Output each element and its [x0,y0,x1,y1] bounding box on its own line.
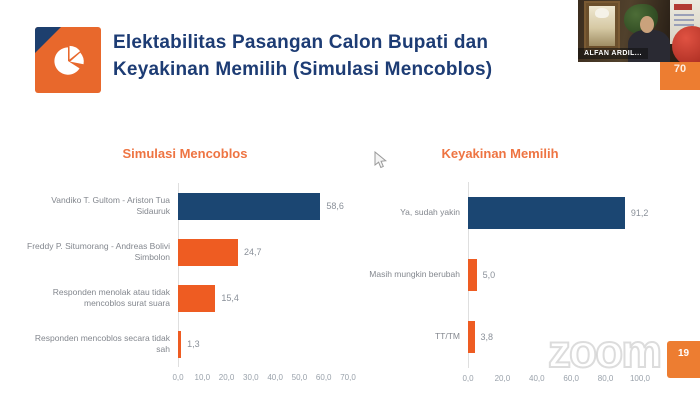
slide-number-badge: 19 [667,341,700,378]
bar [468,321,475,353]
chart-row: Freddy P. Situmorang - Andreas Bolivi Si… [22,229,348,275]
value-label: 1,3 [187,339,200,349]
bar-track: 3,8 [468,306,640,368]
portrait-turban [595,8,609,18]
chart-row: Masih mungkin berubah 5,0 [360,244,640,306]
chart-row: Vandiko T. Gultom - Ariston Tua Sidauruk… [22,183,348,229]
chart-title: Keyakinan Memilih [441,146,559,161]
x-tick-label: 40,0 [267,373,283,382]
page-title-line1: Elektabilitas Pasangan Calon Bupati dan [113,32,489,53]
category-label: Responden menolak atau tidak mencoblos s… [52,286,170,308]
bar [178,192,321,220]
bar-track: 58,6 [178,183,348,229]
value-label: 24,7 [243,247,262,257]
value-label: 3,8 [480,332,494,342]
x-tick-label: 20,0 [218,373,235,382]
zoom-watermark: zoom [547,324,663,378]
chart-simulasi-mencoblos: Simulasi Mencoblos Vandiko T. Gultom - A… [22,138,356,393]
x-tick-label: 80,0 [597,374,614,383]
participant-face [640,16,654,33]
x-tick-label: 60,0 [315,373,332,382]
category-label: Ya, sudah yakin [400,207,460,218]
x-tick-label: 10,0 [194,373,211,382]
category-label: Vandiko T. Gultom - Ariston Tua Sidauruk [51,194,170,216]
x-tick-label: 30,0 [243,373,259,382]
bar [178,238,238,266]
bar-track: 24,7 [178,229,348,275]
slide-badge-70: 70 [660,62,700,90]
x-tick-label: 60,0 [563,374,579,383]
category-label: Responden mencoblos secara tidak sah [34,332,170,354]
x-tick-label: 0,0 [462,374,474,383]
chart-row: Ya, sudah yakin 91,2 [360,182,648,244]
category-label: Masih mungkin berubah [369,269,460,280]
portrait-frame [584,1,620,51]
y-axis-line [178,183,179,367]
x-axis-ticks: 0,0 10,0 20,0 30,0 40,0 50,0 60,0 70,0 [172,373,355,385]
pie-chart-icon [35,27,101,93]
pie-glyph [54,45,84,75]
category-label: TT/TM [434,331,460,342]
value-label: 58,6 [326,201,344,211]
chart-rows: Ya, sudah yakin 91,2 Masih mungkin berubah… [360,182,648,368]
chart-title: Simulasi Mencoblos [122,146,248,161]
value-label: 15,4 [221,293,239,303]
value-label: 5,0 [482,270,496,280]
page-title: Elektabilitas Pasangan Calon Bupati dan … [113,30,573,83]
x-axis-ticks: 0,0 20,0 40,0 60,0 80,0 100,0 [462,374,650,386]
chart-row: Responden menolak atau tidak mencoblos s… [22,275,348,321]
value-label: 91,2 [630,208,649,218]
mouse-cursor-icon [374,151,387,169]
bar-track: 5,0 [468,244,640,306]
bar [178,330,182,358]
chart-row: Responden mencoblos secara tidak sah 1,3 [22,321,348,367]
x-tick-label: 100,0 [629,374,651,383]
participant-name-label: ALFAN ARDIL... [578,48,648,59]
bar-track: 1,3 [178,321,348,367]
x-tick-label: 40,0 [529,374,545,383]
chart-row: TT/TM 3,8 [360,306,640,368]
red-object [672,26,700,62]
participant-video-tile[interactable]: ALFAN ARDIL... [578,0,700,62]
bar-track: 15,4 [178,275,348,321]
x-tick-label: 20,0 [494,374,511,383]
x-tick-label: 0,0 [172,373,184,382]
bar-track: 91,2 [468,182,648,244]
x-tick-label: 70,0 [340,373,356,382]
category-label: Freddy P. Situmorang - Andreas Bolivi Si… [27,240,170,262]
x-tick-label: 50,0 [291,373,308,382]
bar [178,284,216,312]
chart-rows: Vandiko T. Gultom - Ariston Tua Sidauruk… [22,183,348,367]
bar [468,197,625,229]
page-title-line2: Keyakinan Memilih (Simulasi Mencoblos) [113,58,493,80]
bar [468,259,477,291]
chart-keyakinan-memilih: Keyakinan Memilih Ya, sudah yakin 91,2 Mas… [360,138,650,393]
